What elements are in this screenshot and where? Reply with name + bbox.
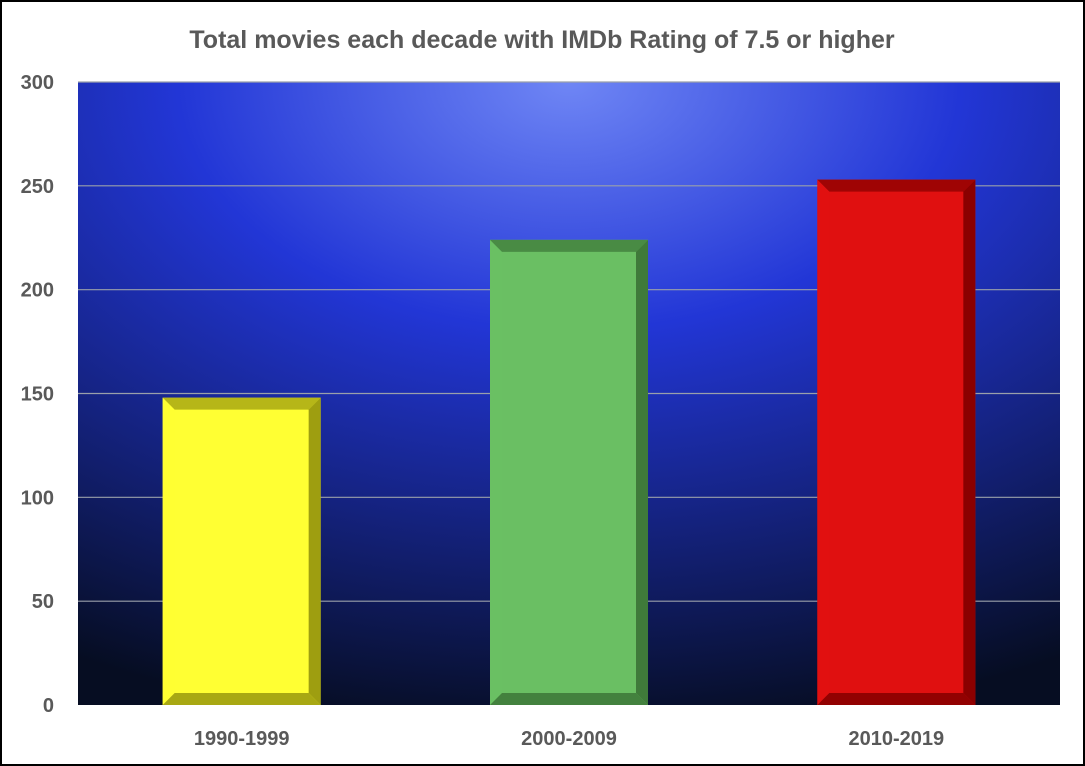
chart-title: Total movies each decade with IMDb Ratin… <box>189 26 894 54</box>
y-tick-label: 100 <box>21 487 54 509</box>
bar-2010-2019 <box>817 179 976 705</box>
bar-bevel-bottom <box>162 693 321 705</box>
bar-bevel-left <box>162 397 175 705</box>
y-tick-label: 300 <box>21 72 54 94</box>
bars <box>162 179 976 705</box>
bar-bevel-right <box>963 179 976 705</box>
bar-bevel-left <box>817 179 830 705</box>
y-tick-label: 250 <box>21 176 54 198</box>
y-axis-ticks: 0 50 100 150 200 250 300 <box>21 72 54 717</box>
bar-1990-1999 <box>162 397 321 705</box>
y-tick-label: 50 <box>32 591 54 613</box>
bar-body <box>490 239 648 705</box>
bar-body <box>817 179 976 705</box>
bar-bevel-right <box>308 397 321 705</box>
bar-bevel-left <box>490 239 502 705</box>
x-tick-label: 1990-1999 <box>194 728 290 750</box>
x-tick-label: 2000-2009 <box>521 728 617 750</box>
bar-bevel-right <box>636 239 648 705</box>
y-tick-label: 150 <box>21 384 54 406</box>
bar-2000-2009 <box>490 239 648 705</box>
bar-bevel-top <box>162 397 321 410</box>
bar-bevel-top <box>490 239 648 252</box>
y-tick-label: 200 <box>21 280 54 302</box>
bar-bevel-bottom <box>817 693 976 705</box>
x-axis-ticks: 1990-1999 2000-2009 2010-2019 <box>194 728 944 750</box>
x-tick-label: 2010-2019 <box>849 728 945 750</box>
bar-body <box>162 397 321 705</box>
bar-bevel-bottom <box>490 693 648 705</box>
y-tick-label: 0 <box>43 695 54 717</box>
bar-bevel-top <box>817 179 976 192</box>
